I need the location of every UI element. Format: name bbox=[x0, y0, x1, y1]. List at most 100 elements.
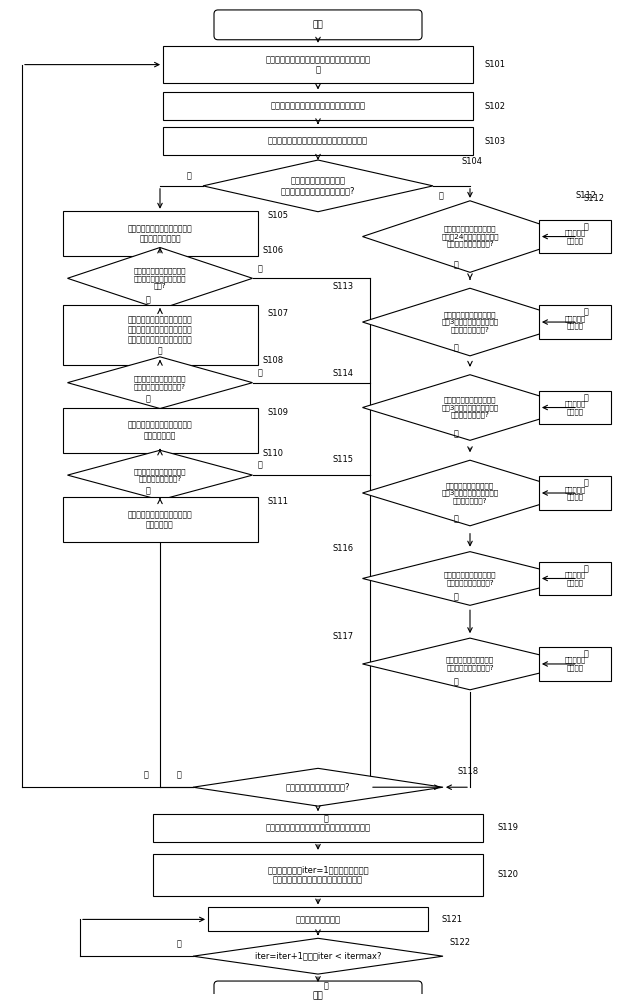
Text: 考虑通道约束条件下，从弃电机
组池中选择机组启动: 考虑通道约束条件下，从弃电机 组池中选择机组启动 bbox=[128, 224, 192, 243]
Text: S103: S103 bbox=[485, 137, 506, 146]
Bar bbox=[62, 408, 258, 453]
Polygon shape bbox=[363, 638, 577, 690]
Polygon shape bbox=[67, 247, 252, 309]
Bar bbox=[539, 391, 611, 424]
FancyBboxPatch shape bbox=[214, 10, 422, 40]
Text: 否: 否 bbox=[439, 191, 443, 200]
Text: 开始: 开始 bbox=[313, 20, 323, 29]
Text: S116: S116 bbox=[333, 544, 354, 553]
Text: 在通道约束条件下，启动清洁能
源机组，新能源机组根据功率预
测置信区间参与系统电力电量平
衡: 在通道约束条件下，启动清洁能 源机组，新能源机组根据功率预 测置信区间参与系统电… bbox=[128, 315, 192, 355]
Bar bbox=[208, 907, 428, 931]
Text: S115: S115 bbox=[333, 455, 354, 464]
Text: 是: 是 bbox=[258, 368, 263, 377]
Text: 是: 是 bbox=[258, 264, 263, 273]
Text: 根据水电的调节性能，形成水电开机序列表: 根据水电的调节性能，形成水电开机序列表 bbox=[270, 102, 366, 111]
Text: S108: S108 bbox=[263, 356, 284, 365]
Text: 判断关停年调节水电机组，
后，3小时内是否满足系统旋
备约束及负荷减少?: 判断关停年调节水电机组， 后，3小时内是否满足系统旋 备约束及负荷减少? bbox=[441, 397, 499, 418]
Bar bbox=[62, 211, 258, 256]
Text: 否: 否 bbox=[453, 260, 459, 269]
Text: 否: 否 bbox=[453, 677, 459, 686]
Text: 进行限负荷控制，并增加备用池
中的备用机组: 进行限负荷控制，并增加备用池 中的备用机组 bbox=[128, 510, 192, 530]
Text: 是: 是 bbox=[186, 171, 191, 180]
Bar bbox=[153, 814, 483, 842]
Text: 否: 否 bbox=[453, 429, 459, 438]
Text: S118: S118 bbox=[457, 767, 478, 776]
Text: 否: 否 bbox=[453, 343, 459, 352]
Polygon shape bbox=[363, 201, 577, 272]
Text: 判断关停季调节水电机组
后，3小时是否满足系统旋备
约束及负荷减少?: 判断关停季调节水电机组 后，3小时是否满足系统旋备 约束及负荷减少? bbox=[441, 482, 499, 504]
Bar bbox=[62, 497, 258, 542]
Bar bbox=[163, 92, 473, 120]
Text: S101: S101 bbox=[485, 60, 506, 69]
Text: 根据火电机组能耗指标，形成火电开机序列表: 根据火电机组能耗指标，形成火电开机序列表 bbox=[268, 137, 368, 146]
Text: 是: 是 bbox=[583, 564, 588, 573]
Polygon shape bbox=[193, 938, 443, 974]
Text: 否: 否 bbox=[144, 771, 148, 780]
Text: S121: S121 bbox=[442, 915, 463, 924]
Text: 更新粒子速度及位置: 更新粒子速度及位置 bbox=[296, 915, 340, 924]
Text: 是: 是 bbox=[583, 222, 588, 231]
Text: 将机组启停安排作为优化调度粒子群算法的输入: 将机组启停安排作为优化调度粒子群算法的输入 bbox=[265, 823, 371, 832]
Bar bbox=[539, 305, 611, 339]
Text: S112: S112 bbox=[575, 191, 596, 200]
Bar bbox=[539, 220, 611, 253]
Text: S112: S112 bbox=[583, 194, 604, 203]
Bar bbox=[163, 46, 473, 83]
Text: 根据负荷预测曲线，判断
下一时段负荷预测增量是否为正?: 根据负荷预测曲线，判断 下一时段负荷预测增量是否为正? bbox=[280, 176, 356, 196]
Polygon shape bbox=[67, 450, 252, 500]
Polygon shape bbox=[203, 160, 433, 212]
Text: S109: S109 bbox=[268, 408, 289, 417]
Bar bbox=[163, 127, 473, 155]
Text: 判断关停非重要支撑火电机
组后，24小时内是否满足系
统旋备约束及负荷减少?: 判断关停非重要支撑火电机 组后，24小时内是否满足系 统旋备约束及负荷减少? bbox=[441, 226, 499, 247]
Text: 判断是否所有时段安排完毕?: 判断是否所有时段安排完毕? bbox=[286, 783, 350, 792]
Text: S105: S105 bbox=[268, 211, 289, 220]
Text: 结束: 结束 bbox=[313, 991, 323, 1000]
Text: S114: S114 bbox=[333, 369, 354, 378]
Text: 火电机组启动后是否能满足
负荷增长及旋备约束?: 火电机组启动后是否能满足 负荷增长及旋备约束? bbox=[134, 468, 186, 482]
Text: S107: S107 bbox=[268, 309, 289, 318]
Text: S122: S122 bbox=[449, 938, 470, 947]
Text: 清洁能源机组启动后是否能
满足负荷增长及旋备约束?: 清洁能源机组启动后是否能 满足负荷增长及旋备约束? bbox=[134, 376, 186, 390]
Text: 关停符合条
件的机组: 关停符合条 件的机组 bbox=[564, 486, 586, 500]
Bar bbox=[539, 647, 611, 681]
Polygon shape bbox=[193, 768, 443, 806]
Text: 否: 否 bbox=[146, 394, 150, 403]
Text: 否: 否 bbox=[453, 592, 459, 601]
Text: 关停符合条
件的机组: 关停符合条 件的机组 bbox=[564, 571, 586, 586]
FancyBboxPatch shape bbox=[214, 981, 422, 1000]
Bar bbox=[62, 305, 258, 365]
Text: 弃电机组池相应机组启动后
是否能满足负荷增长及旋备
约束?: 弃电机组池相应机组启动后 是否能满足负荷增长及旋备 约束? bbox=[134, 267, 186, 289]
Polygon shape bbox=[363, 375, 577, 440]
Polygon shape bbox=[67, 357, 252, 409]
Text: 是: 是 bbox=[583, 479, 588, 488]
Text: 否: 否 bbox=[453, 514, 459, 523]
Text: 是: 是 bbox=[324, 815, 328, 824]
Polygon shape bbox=[363, 460, 577, 526]
Text: 是: 是 bbox=[258, 461, 263, 470]
Text: 是: 是 bbox=[583, 308, 588, 317]
Text: 否: 否 bbox=[146, 487, 150, 496]
Text: S120: S120 bbox=[497, 870, 518, 879]
Bar bbox=[539, 562, 611, 595]
Text: 是: 是 bbox=[583, 393, 588, 402]
Polygon shape bbox=[363, 288, 577, 356]
Text: 否: 否 bbox=[146, 296, 150, 305]
Text: 否: 否 bbox=[177, 771, 181, 780]
Text: 初始化迭代次数iter=1，创建初始种群，
并调整粒子位置，使其满足功率平衡约束: 初始化迭代次数iter=1，创建初始种群， 并调整粒子位置，使其满足功率平衡约束 bbox=[267, 865, 369, 884]
Text: S119: S119 bbox=[497, 823, 518, 832]
Text: 是: 是 bbox=[583, 650, 588, 659]
Text: 判断关停多年调节水电机组
后，3小时内是否满足系统旋
备约束及负荷减少?: 判断关停多年调节水电机组 后，3小时内是否满足系统旋 备约束及负荷减少? bbox=[441, 311, 499, 333]
Text: 关停符合条
件的机组: 关停符合条 件的机组 bbox=[564, 229, 586, 244]
Text: S117: S117 bbox=[333, 632, 354, 641]
Text: 判断关停日条件水电机组
后，是否满足负荷减少?: 判断关停日条件水电机组 后，是否满足负荷减少? bbox=[446, 657, 494, 671]
Text: 判断关停风电、太阳能机组
后，是否满足负荷减少?: 判断关停风电、太阳能机组 后，是否满足负荷减少? bbox=[444, 571, 496, 586]
Text: S102: S102 bbox=[485, 102, 506, 111]
Text: 关停符合条
件的机组: 关停符合条 件的机组 bbox=[564, 315, 586, 329]
Text: S110: S110 bbox=[263, 449, 284, 458]
Text: 关停符合条
件的机组: 关停符合条 件的机组 bbox=[564, 657, 586, 671]
Text: 是: 是 bbox=[324, 982, 328, 991]
Text: S106: S106 bbox=[263, 246, 284, 255]
Polygon shape bbox=[363, 552, 577, 605]
Text: 获得风电及太阳能等新能源预测出力置信区间曲
线: 获得风电及太阳能等新能源预测出力置信区间曲 线 bbox=[265, 55, 371, 74]
Text: iter=iter+1，判断iter < itermax?: iter=iter+1，判断iter < itermax? bbox=[255, 952, 381, 961]
